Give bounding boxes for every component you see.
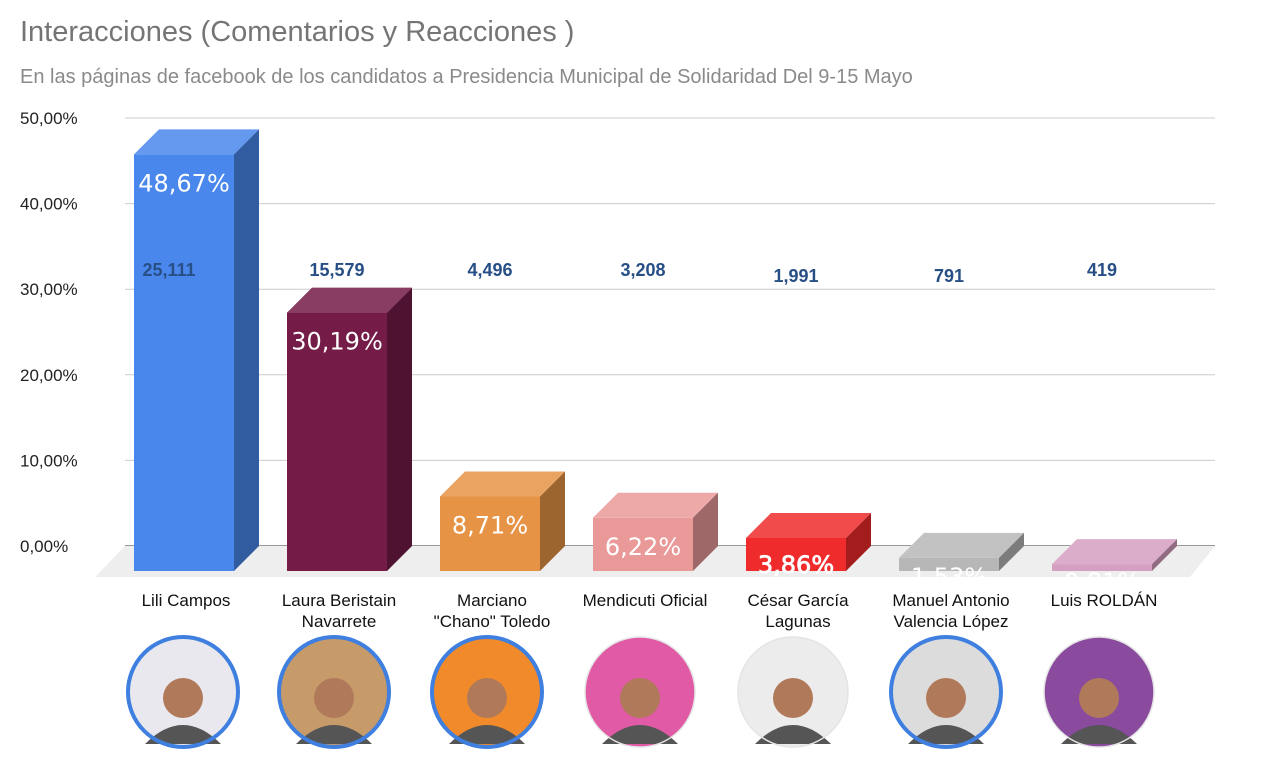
bar-side <box>846 512 871 571</box>
bar-top <box>287 287 412 313</box>
avatar-face <box>163 678 203 718</box>
chart-title: Interacciones (Comentarios y Reacciones … <box>20 16 575 48</box>
avatar-face <box>1079 678 1119 718</box>
avatars <box>126 635 1155 749</box>
bar-group <box>899 532 1024 571</box>
avatar-ring <box>889 635 1003 749</box>
category-label: Marciano <box>457 591 527 610</box>
value-label: 6,22% <box>605 533 681 561</box>
bar <box>287 312 387 571</box>
avatar-face <box>773 678 813 718</box>
bar-group <box>1052 539 1177 571</box>
avatar-face <box>620 678 660 718</box>
avatar-body <box>755 725 831 744</box>
interaction-count: 791 <box>934 266 964 286</box>
bar-group <box>746 512 871 571</box>
category-label: Lili Campos <box>142 591 231 610</box>
avatar-body <box>908 725 984 744</box>
bar-top <box>593 492 718 518</box>
bar <box>134 154 234 571</box>
value-label: 3,86% <box>758 551 834 579</box>
bar <box>1052 564 1152 571</box>
interaction-count: 1,991 <box>773 266 818 286</box>
avatar-ring <box>126 635 240 749</box>
bar <box>899 557 999 571</box>
interaction-count: 419 <box>1087 260 1117 280</box>
avatar-ring <box>584 636 696 748</box>
avatar-face <box>926 678 966 718</box>
category-label: Lagunas <box>765 612 830 631</box>
interaction-count: 3,208 <box>620 260 665 280</box>
category-label: "Chano" Toledo <box>434 612 551 631</box>
candidate-avatar <box>430 635 544 749</box>
avatar-body <box>145 725 221 744</box>
avatar-body <box>449 725 525 744</box>
avatar-face <box>314 678 354 718</box>
bar-group <box>593 492 718 571</box>
value-label: 48,67% <box>138 169 230 197</box>
candidate-avatar <box>277 635 391 749</box>
bar-side <box>999 532 1024 571</box>
bar <box>746 537 846 571</box>
bar <box>593 517 693 571</box>
category-label: Luis ROLDÁN <box>1051 591 1158 610</box>
category-label: Mendicuti Oficial <box>583 591 708 610</box>
y-tick-label: 40,00% <box>20 195 78 214</box>
candidate-avatar <box>737 636 849 748</box>
avatar-body <box>1061 725 1137 744</box>
avatar-body <box>296 725 372 744</box>
bar-group <box>440 471 565 571</box>
y-tick-label: 20,00% <box>20 366 78 385</box>
y-tick-label: 10,00% <box>20 451 78 470</box>
candidate-avatar <box>889 635 1003 749</box>
bar-top <box>440 471 565 497</box>
bar <box>440 496 540 571</box>
bars <box>134 129 1177 571</box>
candidate-avatar <box>126 635 240 749</box>
value-label: 1,53% <box>911 563 987 591</box>
candidate-avatar <box>584 636 696 748</box>
interaction-count: 15,579 <box>309 260 364 280</box>
bar-top <box>746 512 871 538</box>
y-tick-label: 50,00% <box>20 109 78 128</box>
avatar-ring <box>277 635 391 749</box>
labels: 48,67% 25,111 Lili Campos 30,19% 15,579 Laura… <box>138 169 1157 631</box>
candidate-avatar <box>1043 636 1155 748</box>
category-label: Manuel Antonio <box>892 591 1009 610</box>
value-label: 30,19% <box>291 328 383 356</box>
y-tick-label: 0,00% <box>20 537 68 556</box>
avatar-face <box>467 678 507 718</box>
interaction-count: 4,496 <box>467 260 512 280</box>
bar-top <box>134 129 259 155</box>
y-tick-label: 30,00% <box>20 280 78 299</box>
bar-group <box>134 129 259 571</box>
avatar-ring <box>737 636 849 748</box>
category-label: César García <box>747 591 849 610</box>
bar-side <box>693 492 718 571</box>
bar-side <box>234 129 259 571</box>
value-label: 0,81% <box>1064 568 1140 596</box>
bar-side <box>540 471 565 571</box>
bar-side <box>387 287 412 571</box>
interaction-count: 25,111 <box>142 260 195 280</box>
category-label: Valencia López <box>894 612 1009 631</box>
bar-side <box>1152 539 1177 571</box>
category-label: Navarrete <box>302 612 377 631</box>
bar-top <box>899 532 1024 558</box>
chart-subtitle: En las páginas de facebook de los candid… <box>20 66 913 88</box>
bar-group <box>287 287 412 571</box>
category-label: Laura Beristain <box>282 591 396 610</box>
avatar-ring <box>430 635 544 749</box>
avatar-body <box>602 725 678 744</box>
bar-top <box>1052 539 1177 565</box>
avatar-ring <box>1043 636 1155 748</box>
value-label: 8,71% <box>452 511 528 539</box>
